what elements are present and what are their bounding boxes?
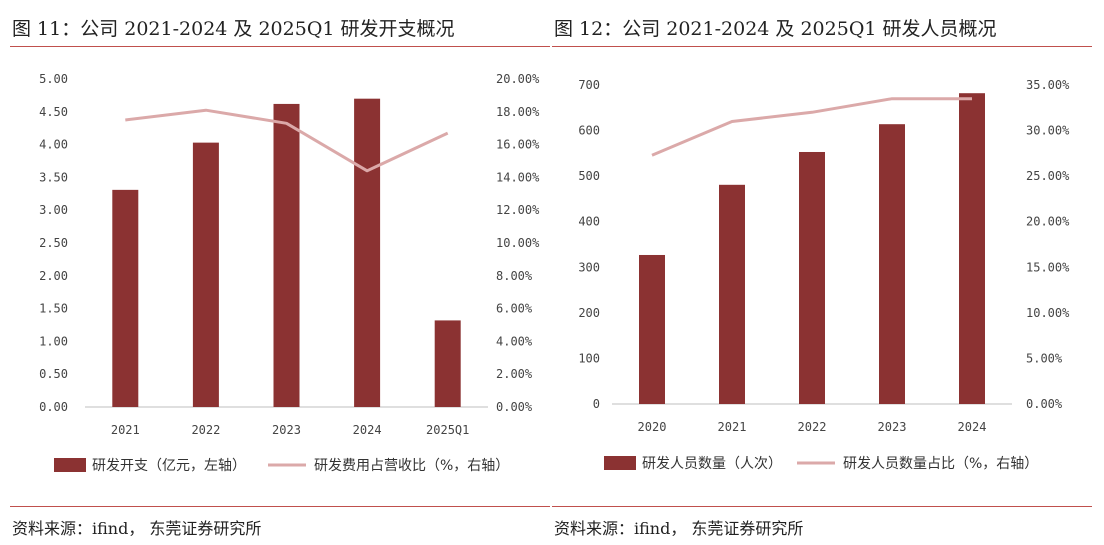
x-tick-label: 2020	[638, 420, 667, 434]
x-tick-label: 2022	[191, 423, 220, 437]
x-tick-label: 2023	[878, 420, 907, 434]
bar	[959, 93, 985, 405]
figure-title: 图 12：公司 2021-2024 及 2025Q1 研发人员概况	[554, 18, 997, 40]
title-divider	[10, 46, 550, 47]
y-left-tick-label: 1.50	[39, 302, 68, 316]
y-right-tick-label: 30.00%	[1026, 124, 1070, 138]
y-left-tick-label: 300	[578, 260, 600, 274]
y-left-tick-label: 0	[593, 397, 600, 411]
series-line	[651, 97, 972, 157]
bar	[112, 189, 139, 407]
legend-bar-swatch	[604, 456, 636, 470]
y-left-tick-label: 3.00	[39, 203, 68, 217]
y-left-tick-label: 0.00	[39, 400, 68, 414]
rd-expense-chart: 0.00 0.50 1.00 1.50 2.00 2.50 3.00 3.50 4.00 4.50…	[39, 72, 540, 474]
y-left-tick-label: 0.50	[39, 367, 68, 381]
y-right-tick-label: 0.00%	[1026, 397, 1063, 411]
x-tick-label: 2024	[353, 423, 382, 437]
bar	[434, 320, 461, 407]
title-divider	[552, 46, 1092, 47]
series-line	[125, 108, 449, 173]
legend-line-label: 研发人员数量占比（%，右轴）	[843, 456, 1038, 472]
y-left-tick-label: 1.00	[39, 334, 68, 348]
y-right-tick-label: 10.00%	[1026, 306, 1070, 320]
y-right-tick-label: 4.00%	[496, 334, 533, 348]
rd-staff-panel: 图 12：公司 2021-2024 及 2025Q1 研发人员概况 0 100 20…	[552, 0, 1092, 545]
legend-line-label: 研发费用占营收比（%，右轴）	[314, 458, 509, 474]
y-right-tick-label: 0.00%	[496, 400, 533, 414]
legend-bar-swatch	[54, 458, 86, 472]
y-left-tick-label: 4.50	[39, 105, 68, 119]
y-left-tick-label: 100	[578, 351, 600, 365]
y-right-tick-label: 18.00%	[496, 105, 540, 119]
x-tick-label: 2023	[272, 423, 301, 437]
y-right-tick-label: 15.00%	[1026, 260, 1070, 274]
bar	[192, 142, 219, 407]
legend-bar-label: 研发人员数量（人次）	[642, 456, 782, 472]
y-right-tick-label: 8.00%	[496, 269, 533, 283]
legend-bar-label: 研发开支（亿元，左轴）	[92, 458, 246, 474]
bar	[354, 98, 381, 408]
y-left-tick-label: 600	[578, 124, 600, 138]
y-right-tick-label: 20.00%	[1026, 215, 1070, 229]
y-right-tick-label: 35.00%	[1026, 78, 1070, 92]
rd-staff-chart: 0 100 200 300 400 500 600 700 0.00% 5.00% 10.00% 15…	[578, 78, 1070, 472]
y-left-tick-label: 400	[578, 215, 600, 229]
y-left-tick-label: 2.50	[39, 236, 68, 250]
x-tick-label: 2022	[798, 420, 827, 434]
y-right-tick-label: 20.00%	[496, 72, 540, 86]
bar	[799, 151, 825, 404]
y-left-tick-label: 700	[578, 78, 600, 92]
y-left-tick-label: 500	[578, 169, 600, 183]
source-note: 资料来源：ifind， 东莞证券研究所	[554, 519, 804, 538]
y-right-tick-label: 6.00%	[496, 302, 533, 316]
y-left-tick-label: 2.00	[39, 269, 68, 283]
y-right-tick-label: 16.00%	[496, 138, 540, 152]
source-divider	[10, 506, 550, 507]
y-left-tick-label: 4.00	[39, 138, 68, 152]
x-tick-label: 2025Q1	[426, 423, 469, 437]
y-left-tick-label: 3.50	[39, 170, 68, 184]
x-tick-label: 2021	[111, 423, 140, 437]
y-right-tick-label: 5.00%	[1026, 351, 1063, 365]
y-right-tick-label: 2.00%	[496, 367, 533, 381]
y-left-tick-label: 5.00	[39, 72, 68, 86]
y-right-tick-label: 12.00%	[496, 203, 540, 217]
source-note: 资料来源：ifind， 东莞证券研究所	[12, 519, 262, 538]
figure-title: 图 11：公司 2021-2024 及 2025Q1 研发开支概况	[12, 18, 455, 40]
y-left-tick-label: 200	[578, 306, 600, 320]
bar	[879, 124, 905, 404]
y-right-tick-label: 14.00%	[496, 170, 540, 184]
y-right-tick-label: 10.00%	[496, 236, 540, 250]
rd-expense-panel: 图 11：公司 2021-2024 及 2025Q1 研发开支概况 0.00 0.…	[10, 0, 550, 545]
y-right-tick-label: 25.00%	[1026, 169, 1070, 183]
source-divider	[552, 506, 1092, 507]
x-tick-label: 2024	[958, 420, 987, 434]
bar	[719, 184, 745, 404]
bar	[273, 103, 300, 407]
bar	[639, 254, 665, 404]
x-tick-label: 2021	[718, 420, 747, 434]
